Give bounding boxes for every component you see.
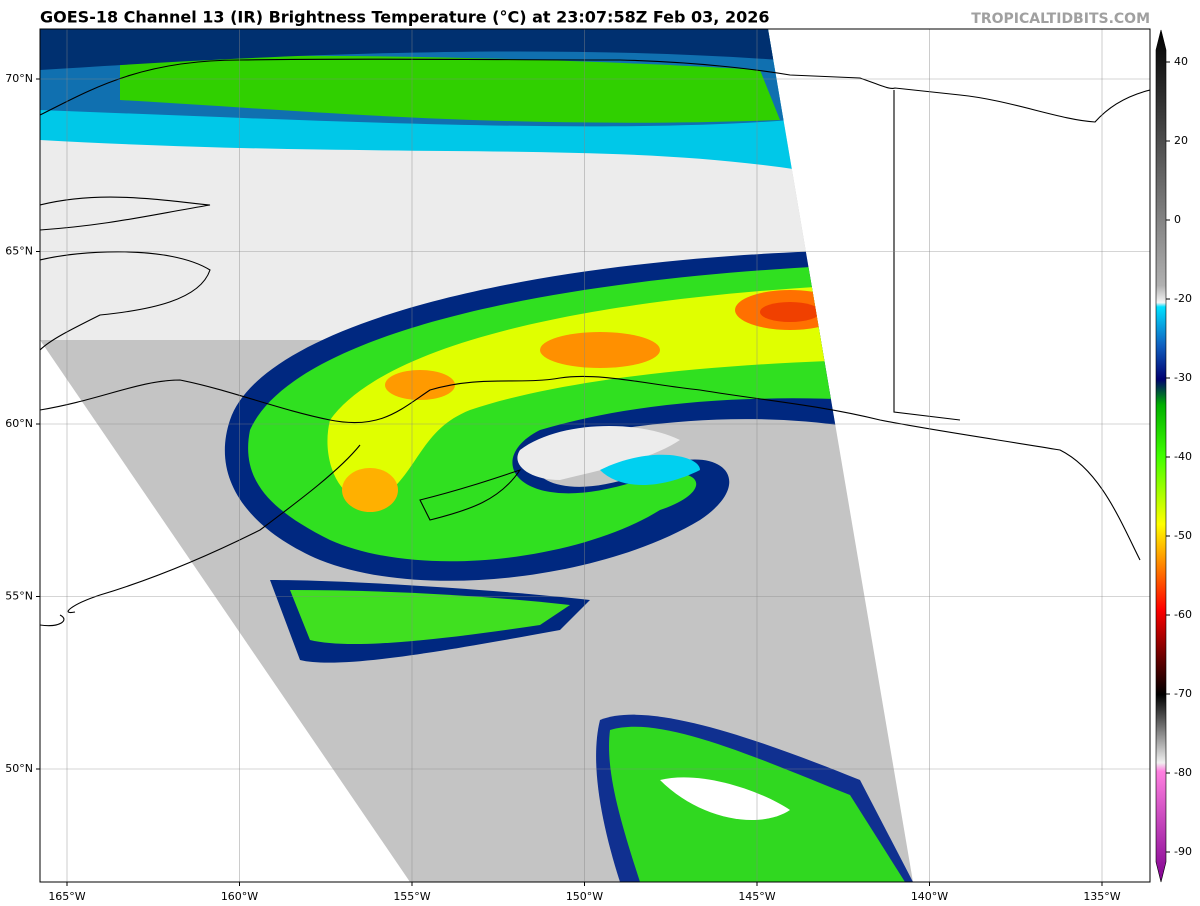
lon-label: 135°W — [1083, 890, 1120, 903]
coastlines — [40, 58, 1150, 627]
colorbar-tick-label: -60 — [1174, 608, 1192, 621]
graticule — [40, 29, 1150, 882]
colorbar-tick-label: -40 — [1174, 450, 1192, 463]
colorbar-tick-label: -70 — [1174, 687, 1192, 700]
lon-label: 160°W — [221, 890, 258, 903]
colorbar: 40 20 0 -20 -30 -40 -50 -60 -70 -80 -90 — [1155, 29, 1192, 883]
colorbar-tick-label: 20 — [1174, 134, 1188, 147]
lon-label: 155°W — [393, 890, 430, 903]
map-frame — [39, 28, 1151, 883]
lon-label: 150°W — [566, 890, 603, 903]
colorbar-tick-label: 0 — [1174, 213, 1181, 226]
colorbar-tick-label: -80 — [1174, 766, 1192, 779]
colorbar-tick-label: -50 — [1174, 529, 1192, 542]
colorbar-tick-label: -90 — [1174, 845, 1192, 858]
colorbar-tick-label: -30 — [1174, 371, 1192, 384]
lon-label: 165°W — [48, 890, 85, 903]
lon-label: 140°W — [911, 890, 948, 903]
lat-label: 70°N — [5, 72, 33, 85]
satellite-imagery — [40, 29, 913, 882]
credit: TROPICALTIDBITS.COM — [971, 11, 1150, 27]
lat-label: 60°N — [5, 417, 33, 430]
lat-label: 55°N — [5, 590, 33, 603]
map-area — [40, 29, 1150, 882]
lon-label: 145°W — [738, 890, 775, 903]
title: GOES-18 Channel 13 (IR) Brightness Tempe… — [40, 8, 769, 27]
colorbar-tick-label: 40 — [1174, 55, 1188, 68]
lat-label: 50°N — [5, 762, 33, 775]
colorbar-scale — [1155, 29, 1167, 883]
lat-label: 65°N — [5, 245, 33, 258]
colorbar-tick-label: -20 — [1174, 292, 1192, 305]
